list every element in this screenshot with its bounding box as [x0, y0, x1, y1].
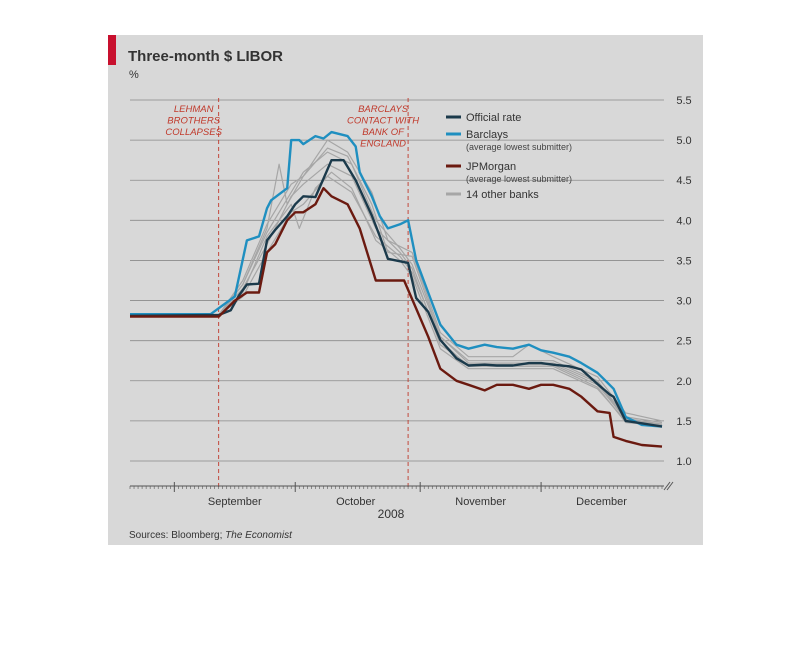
y-tick-label: 5.0: [676, 135, 691, 147]
annotation-text: LEHMAN: [174, 104, 214, 115]
legend-sublabel: (average lowest submitter): [466, 142, 572, 152]
y-tick-label: 4.0: [676, 215, 691, 227]
series-line-jpmorgan: [130, 187, 663, 448]
y-tick-label: 3.0: [676, 296, 691, 308]
x-tick-label: December: [576, 496, 627, 508]
title-accent-bar: [108, 35, 116, 65]
y-tick-label: 2.5: [676, 336, 691, 348]
other-bank-line: [130, 171, 663, 428]
annotation-text: ENGLAND: [360, 139, 406, 150]
legend-label: JPMorgan: [466, 161, 516, 173]
series-line-official-rate: [129, 159, 663, 428]
chart-background: [108, 35, 703, 545]
legend-sublabel: (average lowest submitter): [466, 174, 572, 184]
legend-label: 14 other banks: [466, 189, 539, 201]
annotation-text: BARCLAYS: [358, 104, 409, 115]
legend-label: Official rate: [466, 112, 521, 124]
x-tick-label: September: [208, 496, 262, 508]
annotation-text: COLLAPSES: [165, 127, 222, 138]
other-bank-line: [130, 139, 663, 422]
x-tick-label: November: [455, 496, 506, 508]
source-italic: The Economist: [225, 530, 293, 541]
annotation-text: BANK OF: [362, 127, 405, 138]
y-tick-label: 1.0: [676, 456, 691, 468]
y-tick-label: 3.5: [676, 255, 691, 267]
y-tick-labels: 1.0 1.5 2.0 2.5 3.0 3.5 4.0 4.5 5.0 5.5: [676, 95, 691, 468]
y-axis-unit: %: [129, 69, 139, 81]
x-axis: September October November December: [129, 481, 674, 508]
y-tick-label: 1.5: [676, 416, 691, 428]
series-line-barclays: [130, 130, 663, 428]
year-label: 2008: [378, 507, 405, 521]
other-bank-line: [130, 147, 663, 424]
main-series-lines: [129, 130, 663, 448]
y-tick-label: 4.5: [676, 175, 691, 187]
source-prefix: Sources: Bloomberg;: [129, 530, 225, 541]
annotation-text: BROTHERS: [167, 116, 220, 127]
y-tick-label: 2.0: [676, 376, 691, 388]
chart-title: Three-month $ LIBOR: [128, 48, 283, 65]
x-tick-label: October: [336, 496, 375, 508]
legend-label: Barclays: [466, 129, 509, 141]
annotation-text: CONTACT WITH: [347, 116, 419, 127]
source-note: Sources: Bloomberg; The Economist: [129, 530, 293, 541]
axis-break-marker: [663, 481, 674, 491]
y-tick-label: 5.5: [676, 95, 691, 107]
